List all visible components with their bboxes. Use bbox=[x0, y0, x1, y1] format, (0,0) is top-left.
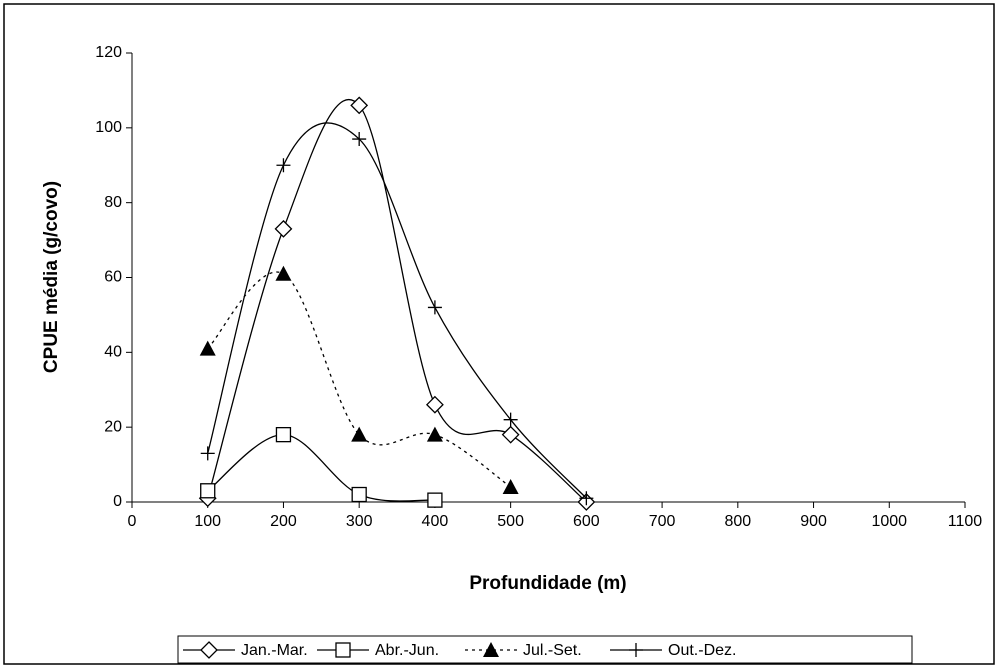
marker-diamond bbox=[425, 395, 444, 414]
x-tick-label: 500 bbox=[497, 513, 524, 530]
marker-triangle bbox=[483, 642, 499, 657]
marker-diamond bbox=[200, 641, 218, 659]
marker-square bbox=[200, 483, 216, 499]
y-tick-label: 40 bbox=[104, 344, 122, 361]
marker-square bbox=[351, 486, 367, 503]
marker-plus bbox=[200, 446, 215, 461]
y-tick-label: 100 bbox=[95, 119, 122, 136]
x-tick-label: 900 bbox=[800, 513, 827, 530]
legend-box bbox=[177, 635, 913, 664]
marker-plus bbox=[276, 158, 291, 173]
marker-square bbox=[335, 642, 351, 658]
marker-plus bbox=[427, 300, 442, 315]
marker-triangle bbox=[275, 265, 292, 281]
y-tick-label: 60 bbox=[104, 269, 122, 286]
marker-triangle bbox=[502, 479, 519, 495]
y-tick-label: 80 bbox=[104, 194, 122, 211]
x-tick-label: 1100 bbox=[948, 513, 983, 530]
marker-diamond bbox=[274, 219, 293, 238]
x-tick-label: 200 bbox=[270, 513, 297, 530]
legend-label: Jul.-Set. bbox=[523, 642, 582, 659]
x-tick-label: 100 bbox=[194, 513, 221, 530]
legend-label: Jan.-Mar. bbox=[241, 642, 308, 659]
marker-triangle bbox=[426, 426, 443, 442]
x-axis-title: Profundidade (m) bbox=[469, 573, 626, 594]
marker-triangle bbox=[199, 340, 216, 356]
x-tick-label: 1000 bbox=[871, 513, 907, 530]
x-tick-label: 700 bbox=[649, 513, 676, 530]
y-axis-title: CPUE média (g/covo) bbox=[41, 181, 62, 373]
legend-label: Out.-Dez. bbox=[668, 642, 736, 659]
marker-square bbox=[427, 492, 443, 508]
y-tick-label: 20 bbox=[104, 418, 122, 435]
marker-plus bbox=[579, 491, 594, 506]
chart-border bbox=[3, 3, 995, 665]
legend-label: Abr.-Jun. bbox=[375, 642, 439, 659]
x-tick-label: 300 bbox=[346, 513, 373, 530]
marker-square bbox=[275, 426, 292, 443]
x-tick-label: 600 bbox=[573, 513, 600, 530]
y-tick-label: 120 bbox=[95, 44, 122, 61]
x-tick-label: 800 bbox=[724, 513, 751, 530]
x-tick-label: 400 bbox=[422, 513, 449, 530]
series-line bbox=[207, 433, 435, 502]
marker-plus bbox=[352, 132, 367, 147]
x-tick-label: 0 bbox=[128, 513, 137, 530]
marker-diamond bbox=[350, 96, 369, 115]
y-tick-label: 0 bbox=[113, 493, 122, 510]
marker-diamond bbox=[501, 425, 520, 444]
marker-plus bbox=[629, 643, 643, 657]
marker-triangle bbox=[351, 426, 368, 442]
marker-plus bbox=[503, 412, 518, 427]
